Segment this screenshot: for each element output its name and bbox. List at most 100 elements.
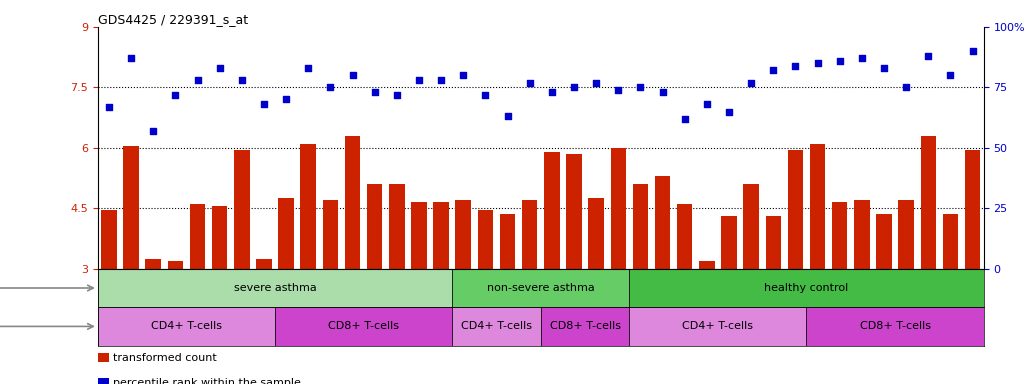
Bar [629,307,806,346]
Bar [611,148,626,269]
Point [455,72,472,78]
Bar [168,261,183,269]
Text: GDS4425 / 229391_s_at: GDS4425 / 229391_s_at [98,13,248,26]
Text: CD4+ T-cells: CD4+ T-cells [683,321,753,331]
Point [367,89,383,95]
Bar [98,307,275,346]
Bar [345,136,360,269]
Text: percentile rank within the sample: percentile rank within the sample [113,378,301,384]
Bar [965,150,981,269]
Point [322,84,339,91]
Text: healthy control: healthy control [764,283,849,293]
Bar [898,200,914,269]
Text: CD8+ T-cells: CD8+ T-cells [860,321,930,331]
Bar [500,214,515,269]
Point [588,79,605,86]
Bar [854,200,869,269]
Bar [98,353,109,362]
Bar [389,184,405,269]
Bar [101,210,116,269]
Bar [212,206,228,269]
Bar [655,176,671,269]
Point [167,91,183,98]
Point [433,77,449,83]
Point [101,104,117,110]
Point [610,87,626,93]
Bar [806,307,984,346]
Point [255,101,272,108]
Text: CD8+ T-cells: CD8+ T-cells [550,321,620,331]
Bar [434,202,449,269]
Bar [278,198,294,269]
Bar [234,150,249,269]
Bar [478,210,493,269]
Bar [566,154,582,269]
Bar [98,269,452,307]
Bar [832,202,848,269]
Point [190,77,206,83]
Bar [256,259,272,269]
Point [344,72,360,78]
Bar [301,144,316,269]
Bar [699,261,715,269]
Bar [452,269,629,307]
Bar [632,184,648,269]
Text: CD4+ T-cells: CD4+ T-cells [461,321,531,331]
Bar [721,217,736,269]
Bar [367,184,382,269]
Bar [124,146,139,269]
Bar [541,307,629,346]
Point [942,72,959,78]
Point [721,109,737,115]
Bar [455,200,471,269]
Point [477,91,493,98]
Point [854,55,870,61]
Point [145,128,162,134]
Point [411,77,427,83]
Point [964,48,981,54]
Bar [190,204,205,269]
Point [123,55,139,61]
Bar [629,269,984,307]
Bar [744,184,759,269]
Point [388,91,405,98]
Bar [411,202,426,269]
Text: CD8+ T-cells: CD8+ T-cells [329,321,399,331]
Point [810,60,826,66]
Point [234,77,250,83]
Point [787,63,803,69]
Point [500,113,516,119]
Bar [322,200,338,269]
Text: CD4+ T-cells: CD4+ T-cells [151,321,221,331]
Bar [522,200,538,269]
Point [876,65,892,71]
Point [677,116,693,122]
Text: non-severe asthma: non-severe asthma [487,283,594,293]
Point [654,89,671,95]
Bar [788,150,803,269]
Point [698,101,715,108]
Bar [98,378,109,384]
Point [632,84,649,91]
Point [898,84,915,91]
Bar [877,214,892,269]
Bar [145,259,161,269]
Bar [810,144,825,269]
Bar [677,204,692,269]
Point [765,67,782,73]
Bar [452,307,541,346]
Text: severe asthma: severe asthma [234,283,316,293]
Point [565,84,582,91]
Bar [921,136,936,269]
Bar [588,198,604,269]
Text: transformed count: transformed count [113,353,217,363]
Point [278,96,295,103]
Bar [544,152,559,269]
Point [831,58,848,64]
Point [920,53,936,59]
Point [521,79,538,86]
Bar [942,214,958,269]
Point [211,65,228,71]
Bar [275,307,452,346]
Point [743,79,759,86]
